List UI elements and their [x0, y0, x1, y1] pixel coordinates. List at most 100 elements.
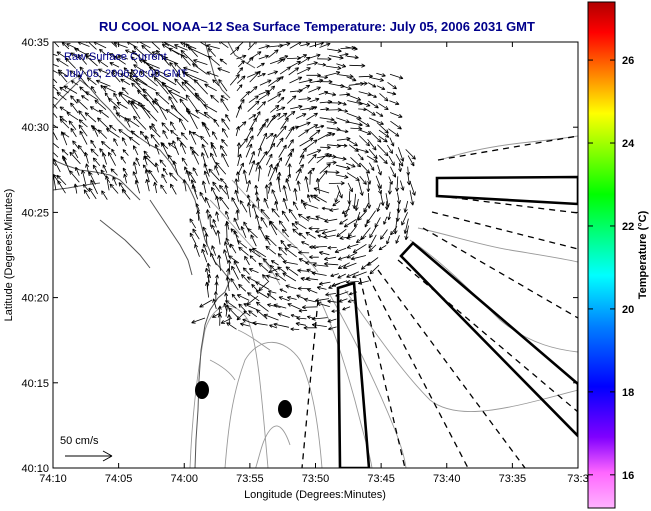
current-vector	[216, 229, 221, 245]
current-vector	[311, 244, 327, 250]
current-vector	[57, 180, 66, 194]
current-vector	[98, 109, 109, 118]
current-vector	[132, 161, 138, 174]
current-vector	[188, 171, 197, 184]
current-vector	[212, 219, 217, 228]
current-vector	[339, 84, 352, 90]
current-vector	[244, 255, 250, 266]
current-vector	[234, 189, 240, 202]
current-vector	[337, 256, 348, 261]
current-vector	[323, 234, 336, 239]
current-vector	[207, 55, 220, 66]
current-vector	[292, 201, 299, 211]
current-vector	[386, 144, 393, 154]
current-vector	[318, 75, 329, 80]
current-vector	[130, 130, 139, 138]
current-vector	[270, 260, 279, 266]
current-vector	[295, 164, 305, 174]
current-vector	[144, 169, 150, 183]
current-vector	[77, 144, 88, 158]
current-vector	[134, 78, 157, 92]
current-vector	[172, 140, 180, 155]
current-vector	[148, 169, 158, 183]
current-vector	[249, 255, 257, 262]
current-vector	[286, 296, 297, 301]
current-vector	[224, 241, 230, 257]
current-vector	[77, 74, 89, 87]
current-vector	[139, 70, 158, 87]
station-marker	[278, 400, 292, 418]
current-vector	[269, 264, 278, 273]
current-vector	[151, 123, 157, 132]
current-vector	[133, 115, 147, 130]
current-vector	[288, 208, 297, 220]
current-vector	[248, 114, 257, 120]
current-vector	[294, 221, 307, 230]
current-vector	[210, 152, 216, 164]
current-vector	[268, 181, 273, 194]
current-vector	[111, 71, 121, 83]
current-vector	[338, 101, 347, 106]
current-vector	[309, 129, 321, 139]
current-vector	[367, 192, 372, 209]
current-vector	[88, 171, 96, 185]
current-vector	[258, 151, 268, 164]
current-vector	[155, 91, 170, 105]
current-vector	[90, 179, 98, 195]
current-vector	[161, 142, 169, 158]
current-vector	[201, 248, 208, 263]
current-vector	[159, 159, 167, 168]
current-vector	[369, 77, 384, 82]
current-vector	[325, 170, 340, 175]
current-vector	[131, 82, 141, 92]
current-vector	[353, 211, 361, 228]
y-axis-label: Latitude (Degrees:Minutes)	[3, 189, 15, 322]
current-vector	[170, 121, 176, 131]
current-vector	[339, 109, 349, 113]
current-vector	[400, 180, 405, 191]
current-vector	[407, 155, 415, 167]
current-vector	[252, 321, 268, 326]
current-vector	[369, 130, 382, 143]
current-vector	[356, 101, 371, 107]
current-vector	[342, 262, 357, 269]
current-vector	[378, 103, 389, 110]
current-vector	[238, 138, 248, 149]
current-vector	[206, 71, 219, 77]
current-vector	[334, 247, 347, 254]
current-vector	[256, 309, 268, 320]
current-vector	[72, 148, 79, 159]
current-vector	[172, 160, 178, 175]
current-vector	[193, 79, 208, 95]
current-vector	[250, 234, 257, 247]
current-vector	[367, 82, 377, 88]
current-vector	[217, 305, 222, 317]
current-vector	[233, 217, 240, 231]
current-vector	[257, 101, 266, 111]
current-vector	[325, 92, 337, 97]
current-vector	[128, 99, 141, 120]
current-vector	[97, 59, 109, 68]
current-vector	[345, 162, 356, 168]
current-vector	[378, 155, 388, 165]
current-vector	[53, 94, 58, 100]
current-vector	[238, 60, 245, 68]
current-vector	[70, 80, 79, 86]
current-vector	[360, 261, 371, 270]
current-vector	[92, 126, 99, 137]
current-vector	[97, 68, 110, 75]
current-vector	[347, 299, 357, 303]
current-vector	[298, 250, 310, 255]
current-vector	[207, 214, 213, 227]
current-vector	[338, 143, 348, 148]
current-vector	[76, 98, 88, 110]
current-vector	[327, 299, 337, 304]
current-vector	[318, 251, 330, 256]
current-vector	[78, 119, 88, 128]
current-vector	[236, 294, 250, 301]
current-vector	[285, 110, 296, 119]
current-vector	[376, 85, 386, 90]
current-vector	[388, 176, 393, 185]
current-vector	[249, 117, 257, 131]
current-vector	[298, 129, 309, 138]
